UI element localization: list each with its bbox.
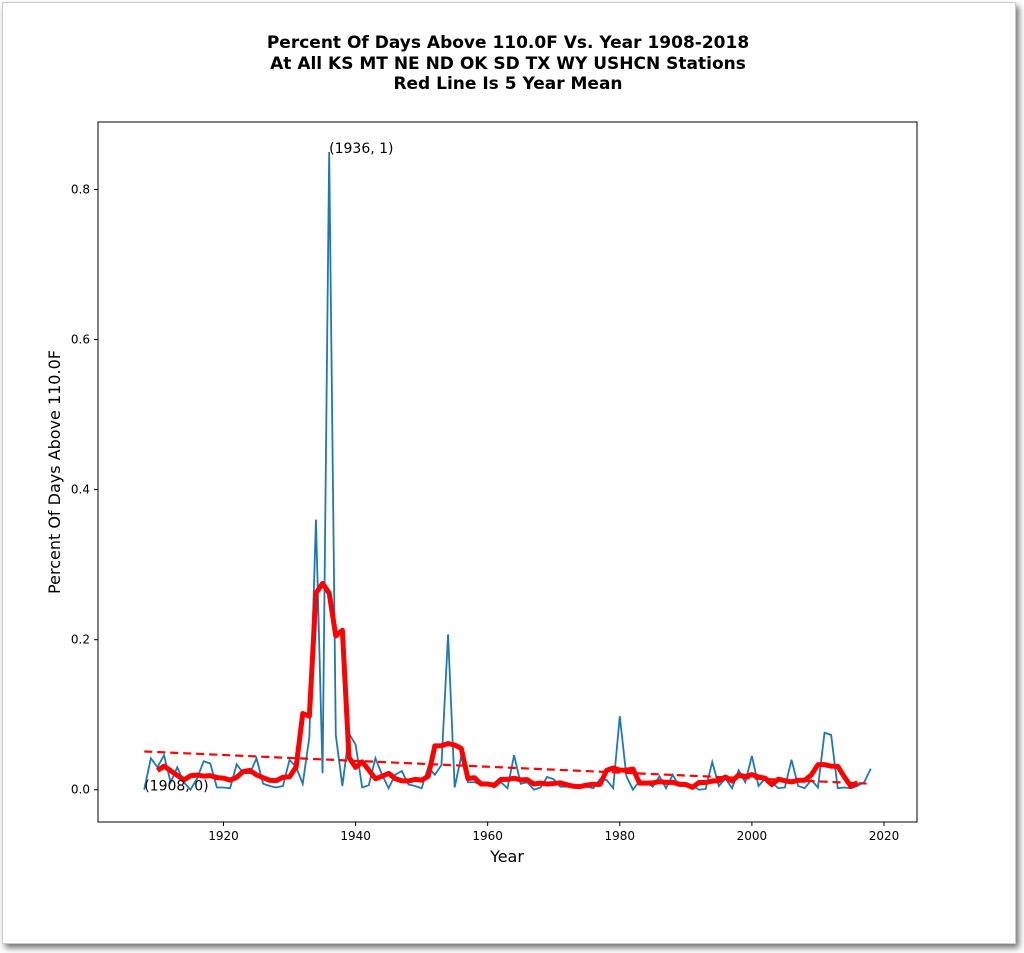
x-tick-label: 2000	[737, 829, 768, 843]
annotation: (1936, 1)	[329, 141, 393, 157]
x-tick-label: 1980	[605, 829, 636, 843]
annotation: (1908, 0)	[144, 779, 208, 795]
x-tick-label: 1920	[208, 829, 239, 843]
x-tick-label: 1960	[472, 829, 503, 843]
series-line-5-year-mean	[156, 580, 859, 790]
y-tick-label: 0.2	[71, 633, 90, 647]
y-tick-label: 0.4	[71, 483, 90, 497]
y-axis-label: Percent Of Days Above 110.0F	[45, 350, 64, 594]
x-axis-label: Year	[489, 847, 524, 866]
plot-area	[97, 121, 918, 823]
series-line-percent-days	[143, 152, 872, 792]
chart-title-line-1: Percent Of Days Above 110.0F Vs. Year 19…	[266, 33, 750, 53]
trend-line	[144, 750, 871, 785]
y-tick-label: 0.8	[71, 183, 90, 197]
chart-title-line-2: At All KS MT NE ND OK SD TX WY USHCN Sta…	[270, 54, 746, 74]
y-tick-label: 0.0	[71, 783, 90, 797]
x-tick-label: 2020	[869, 829, 900, 843]
chart-title-line-3: Red Line Is 5 Year Mean	[393, 74, 623, 94]
y-tick-label: 0.6	[71, 333, 90, 347]
figure-frame: Percent Of Days Above 110.0F Vs. Year 19…	[2, 2, 1016, 944]
x-tick-label: 1940	[340, 829, 371, 843]
